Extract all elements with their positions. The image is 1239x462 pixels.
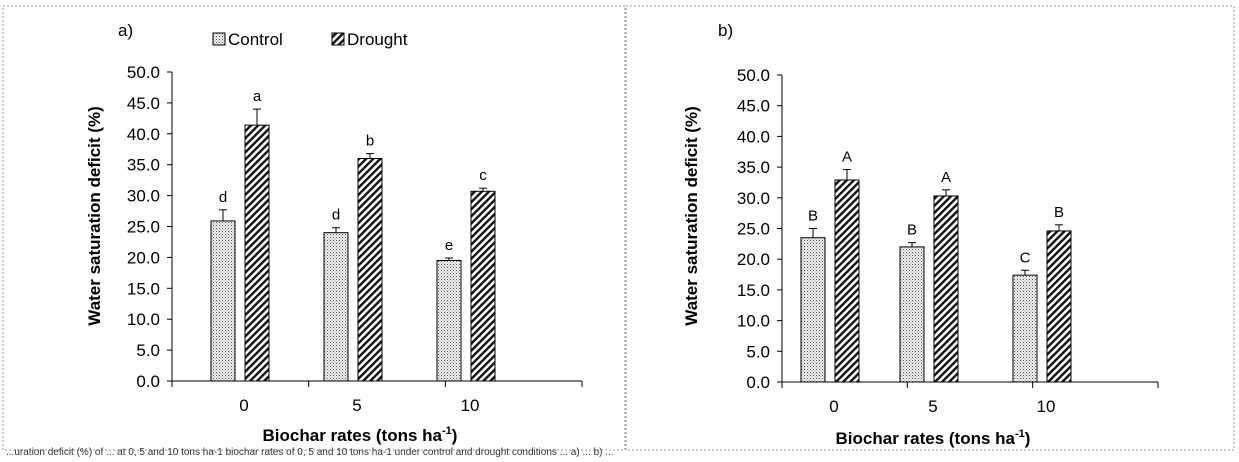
panel-b-label: b)	[718, 21, 733, 40]
y-tick-label: 5.0	[136, 341, 160, 360]
legend-label-control: Control	[228, 30, 283, 49]
significance-letter: d	[219, 189, 227, 206]
bar-control-0	[210, 220, 236, 382]
caption-fragment: ...uration deficit (%) of ... at 0, 5 an…	[6, 447, 614, 457]
bar-control-10	[436, 259, 462, 382]
y-tick-label: 35.0	[127, 156, 160, 175]
y-tick-label: 0.0	[746, 373, 770, 392]
x-axis-label-a-sup: -1	[442, 425, 452, 437]
x-tick-label: 0	[829, 397, 838, 416]
x-axis-label-a: Biochar rates (tons ha-1)	[263, 425, 458, 445]
legend-label-drought: Drought	[347, 30, 408, 49]
y-tick-label: 40.0	[737, 127, 770, 146]
bar-control-0	[800, 237, 826, 383]
legend-swatch-control	[212, 32, 226, 46]
bar-control-5	[323, 232, 349, 382]
significance-letter: B	[808, 208, 818, 225]
bar-drought-0	[834, 179, 860, 383]
significance-letter: b	[366, 133, 374, 150]
bar-control-10	[1012, 274, 1038, 383]
x-axis-label-a-close: )	[452, 426, 458, 445]
y-tick-label: 20.0	[737, 250, 770, 269]
x-axis-label-b-sup: -1	[1015, 428, 1025, 440]
bar-drought-10	[470, 190, 496, 382]
bar-control-5	[899, 246, 925, 383]
significance-letter: c	[479, 167, 487, 184]
y-tick-label: 50.0	[127, 63, 160, 82]
y-tick-label: 50.0	[737, 66, 770, 85]
y-tick-label: 10.0	[737, 312, 770, 331]
x-tick-label: 5	[928, 397, 937, 416]
significance-letter: B	[907, 222, 917, 239]
x-tick-label: 10	[1037, 397, 1056, 416]
y-tick-label: 25.0	[737, 220, 770, 239]
bar-drought-5	[933, 195, 959, 383]
y-axis-label-a: Water saturation deficit (%)	[85, 106, 104, 325]
significance-letter: A	[842, 149, 852, 166]
y-axis-label-b: Water saturation deficit (%)	[682, 106, 701, 325]
significance-letter: e	[445, 237, 453, 254]
x-axis-label-b-close: )	[1025, 429, 1031, 448]
x-axis-label-a-text: Biochar rates (tons ha	[263, 426, 443, 445]
significance-letter: B	[1054, 204, 1064, 221]
significance-letter: A	[941, 169, 951, 186]
bar-drought-0	[244, 124, 270, 382]
legend-swatch-drought	[331, 32, 345, 46]
plot-area-b: 0.05.010.015.020.025.030.035.040.045.050…	[737, 66, 1159, 416]
y-tick-label: 20.0	[127, 248, 160, 267]
plot-area-a: 0.05.010.015.020.025.030.035.040.045.050…	[127, 63, 583, 415]
y-tick-label: 40.0	[127, 125, 160, 144]
x-tick-label: 5	[352, 396, 361, 415]
y-tick-label: 35.0	[737, 158, 770, 177]
bar-drought-5	[357, 158, 383, 382]
panel-a-border	[2, 5, 626, 451]
y-tick-label: 45.0	[127, 94, 160, 113]
significance-letter: a	[253, 88, 262, 105]
panel-b-border	[625, 5, 1235, 451]
y-tick-label: 25.0	[127, 218, 160, 237]
panel-a-label: a)	[118, 21, 133, 40]
y-tick-label: 10.0	[127, 310, 160, 329]
x-axis-label-b: Biochar rates (tons ha-1)	[836, 428, 1031, 448]
x-axis-label-b-text: Biochar rates (tons ha	[836, 429, 1016, 448]
y-tick-label: 15.0	[127, 279, 160, 298]
bar-drought-10	[1046, 230, 1072, 383]
significance-letter: C	[1020, 249, 1031, 266]
legend: Control Drought	[212, 30, 408, 49]
y-tick-label: 0.0	[136, 372, 160, 391]
x-tick-label: 10	[461, 396, 480, 415]
y-tick-label: 5.0	[746, 342, 770, 361]
y-tick-label: 30.0	[737, 189, 770, 208]
y-tick-label: 45.0	[737, 97, 770, 116]
significance-letter: d	[332, 207, 340, 224]
y-tick-label: 15.0	[737, 281, 770, 300]
y-tick-label: 30.0	[127, 187, 160, 206]
x-tick-label: 0	[239, 396, 248, 415]
